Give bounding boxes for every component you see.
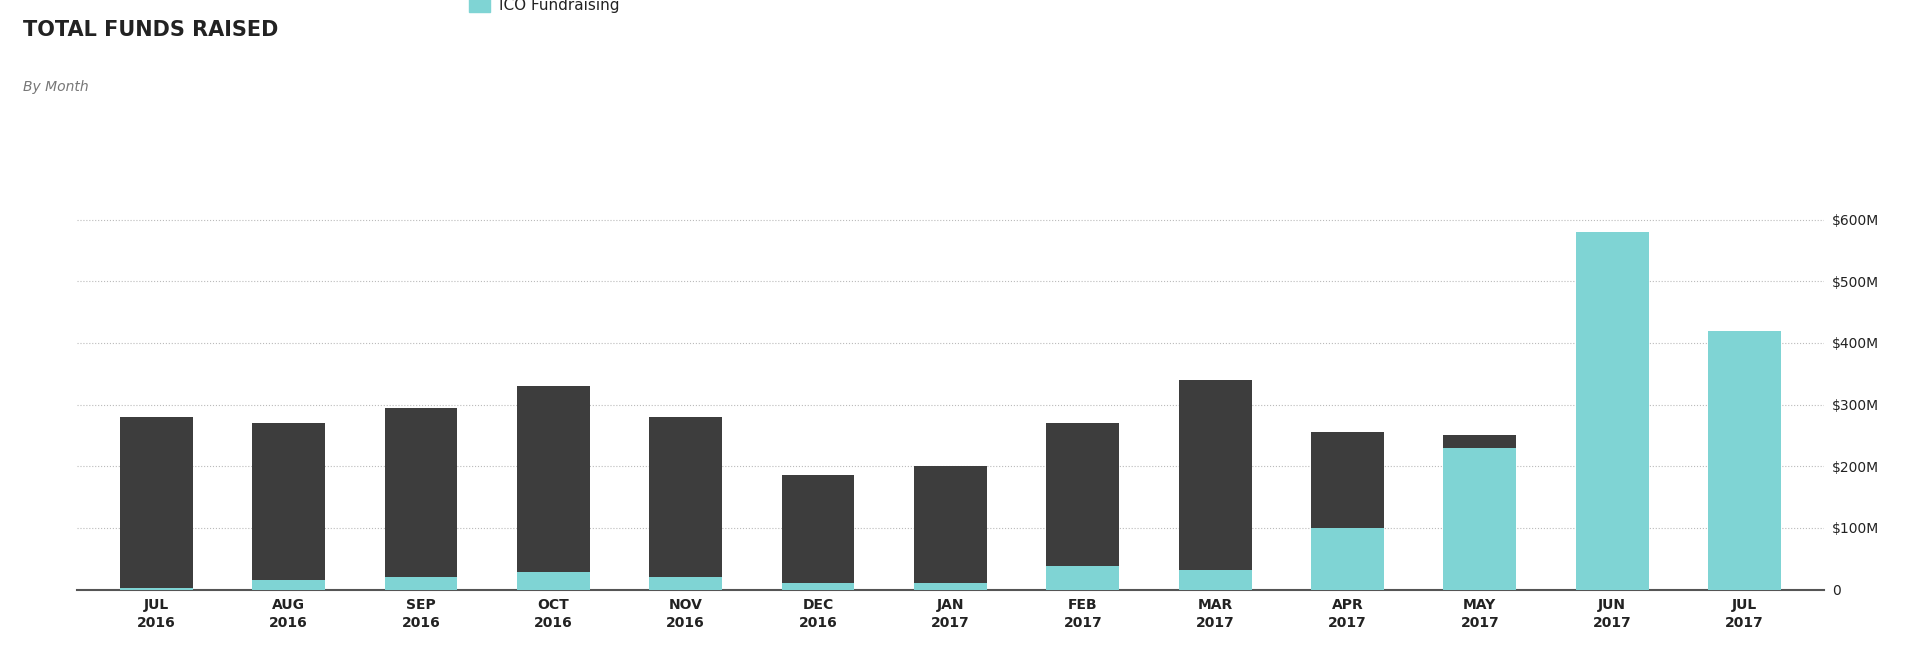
Bar — [649, 417, 722, 590]
Bar — [516, 572, 589, 590]
Legend: Angel & VC Funding (Internet), ICO Fundraising: Angel & VC Funding (Internet), ICO Fundr… — [468, 0, 728, 13]
Bar — [1444, 448, 1517, 590]
Bar — [1576, 399, 1649, 590]
Bar — [119, 588, 192, 590]
Bar — [1311, 432, 1384, 590]
Bar — [649, 578, 722, 590]
Bar — [1311, 528, 1384, 590]
Bar — [252, 580, 324, 590]
Text: By Month: By Month — [23, 80, 88, 94]
Bar — [914, 584, 987, 590]
Bar — [1709, 330, 1782, 590]
Text: TOTAL FUNDS RAISED: TOTAL FUNDS RAISED — [23, 20, 278, 40]
Bar — [384, 578, 457, 590]
Bar — [1576, 232, 1649, 590]
Bar — [1709, 445, 1782, 590]
Bar — [781, 584, 854, 590]
Bar — [914, 466, 987, 590]
Bar — [1444, 436, 1517, 590]
Bar — [1046, 423, 1119, 590]
Bar — [119, 417, 192, 590]
Bar — [1179, 570, 1252, 590]
Bar — [384, 407, 457, 590]
Bar — [1179, 380, 1252, 590]
Bar — [252, 423, 324, 590]
Bar — [516, 386, 589, 590]
Bar — [781, 476, 854, 590]
Bar — [1046, 566, 1119, 590]
